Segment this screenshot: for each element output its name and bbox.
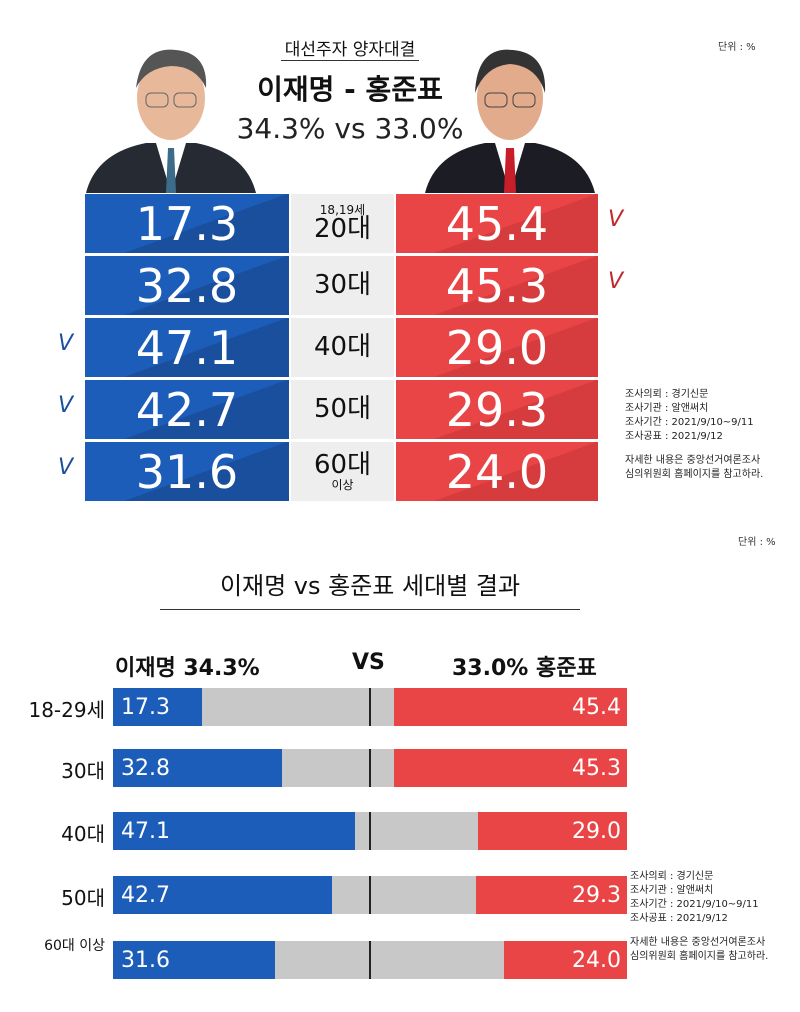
vs-header: VS [352,650,385,675]
center-line [369,876,371,914]
totals: 34.3% vs 33.0% [236,112,464,145]
hong-bar-label: 29.3 [572,882,621,908]
age-group: 50대 [290,379,395,440]
age-group: 18,19세 20대 [290,193,395,254]
age-group: 60대 이상 [290,441,395,502]
hong-bar-label: 24.0 [572,947,621,973]
hong-bar: 29.3 [476,876,627,914]
center-line [369,688,371,726]
lee-bar: 42.7 [113,876,333,914]
hong-bar: 29.0 [477,812,627,850]
center-line [369,812,371,850]
hong-header: 33.0% 홍준표 [452,656,597,681]
lee-value: 47.1 [84,317,290,378]
lee-photo [86,49,256,193]
hong-value: 45.3 [395,255,599,316]
category-label: 60대 이상 [44,938,105,954]
hong-bar-label: 45.4 [572,694,621,720]
lee-bar-label: 17.3 [121,694,170,720]
hong-bar: 24.0 [503,941,627,979]
check-icon: V [58,331,74,356]
lee-bar-label: 42.7 [121,882,170,908]
hong-bar: 45.3 [394,749,627,787]
check-icon: V [58,393,74,418]
hong-value: 29.0 [395,317,599,378]
lee-value: 32.8 [84,255,290,316]
bar-row: 47.1 29.0 [113,812,627,850]
lee-bar: 17.3 [113,688,202,726]
check-icon: V [608,207,624,232]
matchup-title: 이재명 - 홍준표 [257,73,443,106]
bar-row: 17.3 45.4 [113,688,627,726]
chart-unit-label: 단위 : % [738,537,776,548]
lee-value: 31.6 [84,441,290,502]
lee-bar: 31.6 [113,941,276,979]
hong-value: 45.4 [395,193,599,254]
category-label: 40대 [61,822,105,846]
hong-bar: 45.4 [393,688,627,726]
check-icon: V [608,269,624,294]
lee-value: 17.3 [84,193,290,254]
bar-row: 32.8 45.3 [113,749,627,787]
survey-title: 대선주자 양자대결 [0,35,700,61]
center-line [369,941,371,979]
bar-row: 31.6 24.0 [113,941,627,979]
hong-value: 29.3 [395,379,599,440]
hong-bar-label: 29.0 [572,818,621,844]
survey-notes-bottom: 조사의뢰 : 경기신문 조사기관 : 알앤써치 조사기간 : 2021/9/10~9… [630,870,769,964]
category-label: 30대 [61,759,105,783]
center-line [369,749,371,787]
lee-bar-label: 32.8 [121,755,170,781]
lee-bar-label: 47.1 [121,818,170,844]
category-label: 18-29세 [28,698,105,722]
hong-photo [425,49,595,193]
lee-header: 이재명 34.3% [115,656,260,681]
bar-row: 42.7 29.3 [113,876,627,914]
chart-title: 이재명 vs 홍준표 세대별 결과 [160,566,580,610]
lee-bar-label: 31.6 [121,947,170,973]
category-label: 50대 [61,886,105,910]
hong-bar-label: 45.3 [572,755,621,781]
lee-bar: 47.1 [113,812,356,850]
survey-notes-top: 조사의뢰 : 경기신문 조사기관 : 알앤써치 조사기간 : 2021/9/10~9… [625,389,764,480]
lee-value: 42.7 [84,379,290,440]
hong-value: 24.0 [395,441,599,502]
unit-label: 단위 : % [718,42,756,53]
age-group: 30대 [290,255,395,316]
age-group: 40대 [290,317,395,378]
check-icon: V [58,455,74,480]
lee-bar: 32.8 [113,749,282,787]
